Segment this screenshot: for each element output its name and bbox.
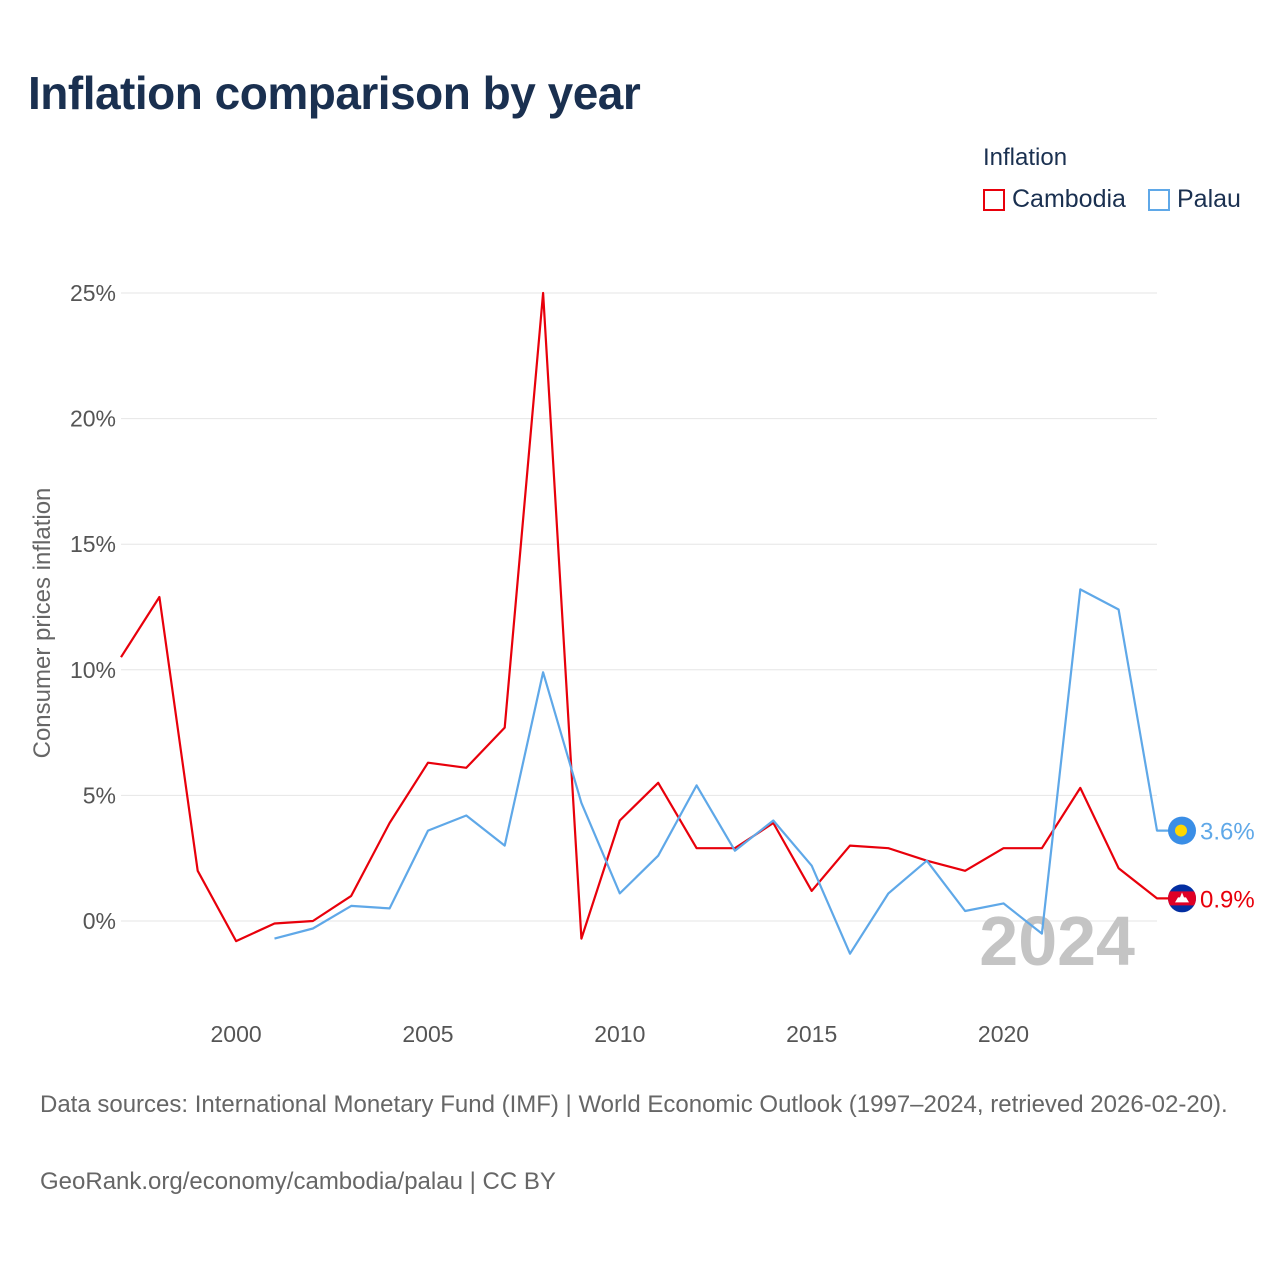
legend-label-cambodia: Cambodia: [1012, 185, 1126, 213]
data-point-palau[interactable]: [1153, 827, 1161, 835]
y-tick-label: 0%: [83, 908, 116, 934]
x-axis-ticks: 2000 2005 2010 2015 2020: [211, 1021, 1030, 1047]
y-tick-label: 25%: [70, 280, 116, 306]
legend-item-palau[interactable]: Palau: [1148, 185, 1241, 214]
data-point-palau[interactable]: [347, 902, 355, 910]
year-watermark: 2024: [979, 902, 1135, 980]
data-point-cambodia[interactable]: [501, 724, 509, 732]
data-point-palau[interactable]: [808, 862, 816, 870]
data-point-palau[interactable]: [539, 668, 547, 676]
data-point-cambodia[interactable]: [1000, 844, 1008, 852]
x-tick-label: 2015: [786, 1021, 837, 1047]
data-point-cambodia[interactable]: [194, 867, 202, 875]
data-point-palau[interactable]: [1000, 899, 1008, 907]
data-point-cambodia[interactable]: [309, 917, 317, 925]
data-point-cambodia[interactable]: [270, 920, 278, 928]
data-point-cambodia[interactable]: [961, 867, 969, 875]
data-point-palau[interactable]: [616, 889, 624, 897]
flag-icon-palau: [1168, 816, 1196, 845]
y-tick-label: 20%: [70, 406, 116, 432]
data-point-cambodia[interactable]: [1115, 864, 1123, 872]
data-point-palau[interactable]: [693, 781, 701, 789]
gridlines: [121, 292, 1157, 922]
x-tick-label: 2020: [978, 1021, 1029, 1047]
data-point-cambodia[interactable]: [884, 844, 892, 852]
series-lines: [117, 289, 1176, 958]
data-point-cambodia[interactable]: [577, 935, 585, 943]
data-sources: Data sources: International Monetary Fun…: [40, 1091, 1228, 1118]
series-line-palau[interactable]: [274, 588, 1176, 955]
legend-swatch-palau: [1148, 188, 1170, 211]
data-point-cambodia[interactable]: [654, 779, 662, 787]
data-point-palau[interactable]: [923, 857, 931, 865]
data-point-cambodia[interactable]: [117, 653, 125, 661]
data-point-palau[interactable]: [424, 827, 432, 835]
x-tick-label: 2010: [594, 1021, 645, 1047]
data-point-palau[interactable]: [769, 817, 777, 825]
data-point-palau[interactable]: [309, 925, 317, 933]
end-label-cambodia: 0.9%: [1200, 886, 1255, 913]
data-point-cambodia[interactable]: [347, 892, 355, 900]
data-point-cambodia[interactable]: [232, 937, 240, 945]
y-axis-ticks: 0% 5% 10% 15% 20% 25%: [70, 280, 116, 934]
data-point-palau[interactable]: [386, 904, 394, 912]
flag-icon-cambodia: [1168, 884, 1196, 913]
legend-swatch-cambodia: [983, 188, 1005, 211]
data-point-cambodia[interactable]: [1076, 784, 1084, 792]
x-tick-label: 2005: [402, 1021, 453, 1047]
data-point-palau[interactable]: [1038, 930, 1046, 938]
legend-item-cambodia[interactable]: Cambodia: [983, 185, 1126, 214]
series-line-cambodia[interactable]: [120, 291, 1175, 943]
y-tick-label: 10%: [70, 657, 116, 683]
data-point-palau[interactable]: [462, 811, 470, 819]
x-tick-label: 2000: [211, 1021, 262, 1047]
data-point-palau[interactable]: [1076, 585, 1084, 593]
data-point-palau[interactable]: [731, 847, 739, 855]
legend-label-palau: Palau: [1177, 185, 1241, 213]
data-point-cambodia[interactable]: [693, 844, 701, 852]
chart-title: Inflation comparison by year: [28, 67, 641, 119]
line-chart: 0% 5% 10% 15% 20% 25% 2000 2005 2010 2015 2020 Co…: [29, 280, 1255, 1047]
data-point-cambodia[interactable]: [616, 817, 624, 825]
data-point-cambodia[interactable]: [424, 759, 432, 767]
data-point-cambodia[interactable]: [1038, 844, 1046, 852]
end-markers: 0.9% 3.6%: [1168, 816, 1255, 913]
data-point-cambodia[interactable]: [846, 842, 854, 850]
data-point-palau[interactable]: [654, 852, 662, 860]
data-point-palau[interactable]: [270, 935, 278, 943]
legend-title: Inflation: [983, 144, 1068, 171]
data-point-palau[interactable]: [1115, 606, 1123, 614]
data-point-palau[interactable]: [501, 842, 509, 850]
y-tick-label: 15%: [70, 531, 116, 557]
data-point-cambodia[interactable]: [1153, 894, 1161, 902]
data-point-palau[interactable]: [961, 907, 969, 915]
y-tick-label: 5%: [83, 782, 116, 808]
y-axis-label: Consumer prices inflation: [29, 488, 56, 759]
end-label-palau: 3.6%: [1200, 819, 1255, 846]
data-point-cambodia[interactable]: [539, 289, 547, 297]
credit-link[interactable]: GeoRank.org/economy/cambodia/palau | CC …: [40, 1168, 556, 1195]
data-point-palau[interactable]: [577, 799, 585, 807]
data-point-cambodia[interactable]: [462, 764, 470, 772]
data-point-cambodia[interactable]: [386, 819, 394, 827]
data-point-cambodia[interactable]: [155, 593, 163, 601]
data-point-palau[interactable]: [846, 950, 854, 958]
data-point-palau[interactable]: [884, 889, 892, 897]
data-point-cambodia[interactable]: [808, 887, 816, 895]
